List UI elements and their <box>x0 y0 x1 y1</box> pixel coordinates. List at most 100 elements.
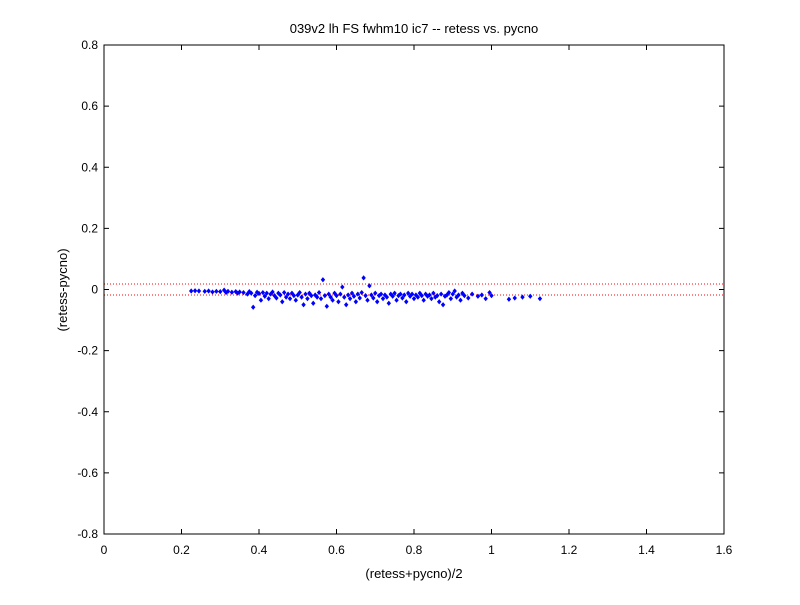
y-tick-label: -0.8 <box>77 527 98 541</box>
data-point <box>367 283 372 289</box>
data-point <box>446 289 452 296</box>
data-point <box>398 291 403 297</box>
y-tick-label: -0.2 <box>77 344 98 358</box>
data-point <box>299 294 304 300</box>
data-point <box>301 302 306 308</box>
data-point <box>365 297 370 303</box>
data-point <box>351 293 357 299</box>
data-point <box>237 289 242 295</box>
data-point <box>202 288 207 294</box>
data-point <box>404 299 409 305</box>
y-tick-label: -0.6 <box>77 466 98 480</box>
data-point <box>489 293 494 299</box>
data-point <box>394 297 399 303</box>
data-point <box>506 296 512 302</box>
data-point <box>223 289 229 296</box>
data-point <box>483 296 488 302</box>
data-point <box>318 296 324 302</box>
data-point <box>293 297 299 303</box>
data-point <box>371 295 376 301</box>
data-point <box>475 293 481 299</box>
data-point <box>429 296 434 302</box>
data-point <box>247 289 252 295</box>
data-point <box>386 300 392 306</box>
plot-area-frame <box>103 44 725 535</box>
data-point <box>188 288 194 294</box>
data-point <box>374 299 380 305</box>
data-point <box>225 288 231 294</box>
data-point <box>357 295 362 301</box>
data-point <box>419 293 424 299</box>
data-point <box>252 293 258 299</box>
data-point <box>363 293 368 299</box>
data-point <box>415 294 421 300</box>
data-point <box>233 289 238 295</box>
data-point <box>431 290 436 296</box>
data-point <box>280 299 285 305</box>
data-point <box>338 291 343 297</box>
data-point <box>254 289 260 295</box>
x-axis-ticks: 0 0.2 0.4 0.6 0.8 1 1.2 1.4 1.6 <box>101 45 733 557</box>
data-point <box>287 296 293 302</box>
data-point <box>392 290 397 296</box>
data-point <box>241 289 246 296</box>
data-point <box>312 292 318 298</box>
data-point <box>413 292 419 298</box>
data-point <box>528 293 533 299</box>
data-point <box>436 299 442 305</box>
data-point <box>297 289 302 296</box>
reference-lines <box>104 283 724 296</box>
data-point <box>343 302 349 308</box>
y-axis-ticks: 0.8 0.6 0.4 0.2 0 -0.2 -0.4 -0.6 -0.8 <box>77 38 724 541</box>
data-point <box>423 291 428 297</box>
data-point <box>409 291 415 297</box>
data-point <box>402 292 407 298</box>
data-point <box>309 293 314 299</box>
data-point <box>347 296 353 302</box>
data-point <box>210 289 215 295</box>
data-point <box>214 288 219 294</box>
data-point <box>450 291 455 297</box>
data-point <box>342 294 347 300</box>
data-point <box>444 292 450 298</box>
data-point <box>305 296 310 302</box>
data-point <box>218 289 223 295</box>
x-tick-label: 1 <box>488 543 495 557</box>
data-point <box>353 299 359 305</box>
data-point <box>270 289 275 295</box>
x-tick-label: 0.4 <box>251 543 268 557</box>
data-point <box>330 297 335 303</box>
data-point <box>520 294 525 300</box>
chart-title: 039v2 lh FS fwhm10 ic7 -- retess vs. pyc… <box>290 21 539 36</box>
y-tick-label: 0 <box>91 283 98 297</box>
data-point <box>405 290 411 296</box>
data-point <box>268 291 273 297</box>
data-point <box>456 292 461 298</box>
y-tick-label: 0.2 <box>81 221 98 235</box>
data-point <box>303 291 308 297</box>
data-point <box>359 289 364 296</box>
data-point <box>326 291 331 297</box>
data-point <box>384 294 390 300</box>
x-tick-label: 0.8 <box>406 543 423 557</box>
data-point <box>295 292 300 298</box>
data-point <box>285 291 291 297</box>
data-point <box>388 291 393 297</box>
data-point <box>314 294 320 300</box>
data-point <box>250 304 256 310</box>
data-point <box>196 288 202 294</box>
data-point <box>229 289 235 295</box>
data-point <box>283 294 289 300</box>
y-axis-label: (retess-pycno) <box>55 248 70 331</box>
data-point <box>512 295 517 301</box>
data-point <box>411 296 417 302</box>
data-point <box>466 295 471 301</box>
data-point <box>316 289 322 296</box>
data-point <box>262 293 268 299</box>
data-point <box>380 296 386 302</box>
data-point <box>479 292 485 298</box>
data-point <box>340 284 345 290</box>
data-point <box>281 289 287 296</box>
data-point <box>537 296 543 302</box>
